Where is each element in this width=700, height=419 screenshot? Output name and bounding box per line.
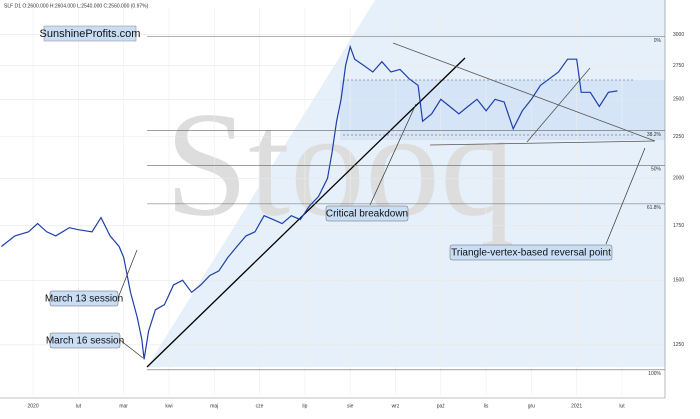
annotation: Critical breakdown xyxy=(326,209,408,220)
x-tick-label: paź xyxy=(437,403,446,409)
x-tick-label: maj xyxy=(210,403,218,409)
arrow xyxy=(369,103,417,206)
annotation: March 13 session xyxy=(45,294,123,305)
x-tick-label: sie xyxy=(347,403,354,409)
annotation-box xyxy=(49,332,121,349)
range-box xyxy=(340,80,665,140)
x-tick-label: wrz xyxy=(392,403,400,409)
y-tick-label: 2000 xyxy=(673,176,684,182)
fib-label: 61.8% xyxy=(647,205,662,211)
x-tick-label: lut xyxy=(76,403,82,409)
x-tick-label: cze xyxy=(256,403,264,409)
fib-label: 0% xyxy=(654,38,662,44)
trend-line xyxy=(146,57,466,368)
chart-title: SunshineProfits.com xyxy=(40,28,141,40)
annotation: Triangle-vertex-based reversal point xyxy=(451,248,611,259)
arrow xyxy=(605,147,646,245)
x-tick-label: gru xyxy=(528,403,535,409)
annotation-box xyxy=(325,205,409,222)
arrow xyxy=(119,339,144,359)
triangle-lower xyxy=(429,140,656,146)
x-tick-label: lut xyxy=(619,403,625,409)
fib-label: 38.2% xyxy=(647,132,662,138)
annotation: March 16 session xyxy=(46,336,124,347)
y-tick-label: 1250 xyxy=(673,342,684,348)
x-tick-label: mar xyxy=(119,403,128,409)
x-tick-label: kwi xyxy=(165,403,172,409)
y-tick-label: 2500 xyxy=(673,97,684,103)
fib-label: 50% xyxy=(651,167,662,173)
x-tick-label: lis xyxy=(484,403,489,409)
x-tick-label: lip xyxy=(302,403,307,409)
fib-label: 100% xyxy=(648,371,661,377)
y-tick-label: 2250 xyxy=(673,134,684,140)
triangle-upper xyxy=(392,42,656,142)
x-tick-label: 2021 xyxy=(571,403,582,409)
arrow xyxy=(117,249,138,299)
x-tick-label: 2020 xyxy=(28,403,39,409)
y-tick-label: 1500 xyxy=(673,278,684,284)
price-line xyxy=(1,44,618,360)
y-tick-label: 1750 xyxy=(673,223,684,229)
header: SLF D1 O:2600.000 H:2604.000 L:2540.000 … xyxy=(4,3,149,9)
plot xyxy=(1,44,618,360)
annotation-box xyxy=(449,244,613,261)
y-tick-label: 2750 xyxy=(673,63,684,69)
title-box xyxy=(43,25,137,42)
y-tick-label: 3000 xyxy=(673,32,684,38)
annotation-box xyxy=(49,290,119,307)
